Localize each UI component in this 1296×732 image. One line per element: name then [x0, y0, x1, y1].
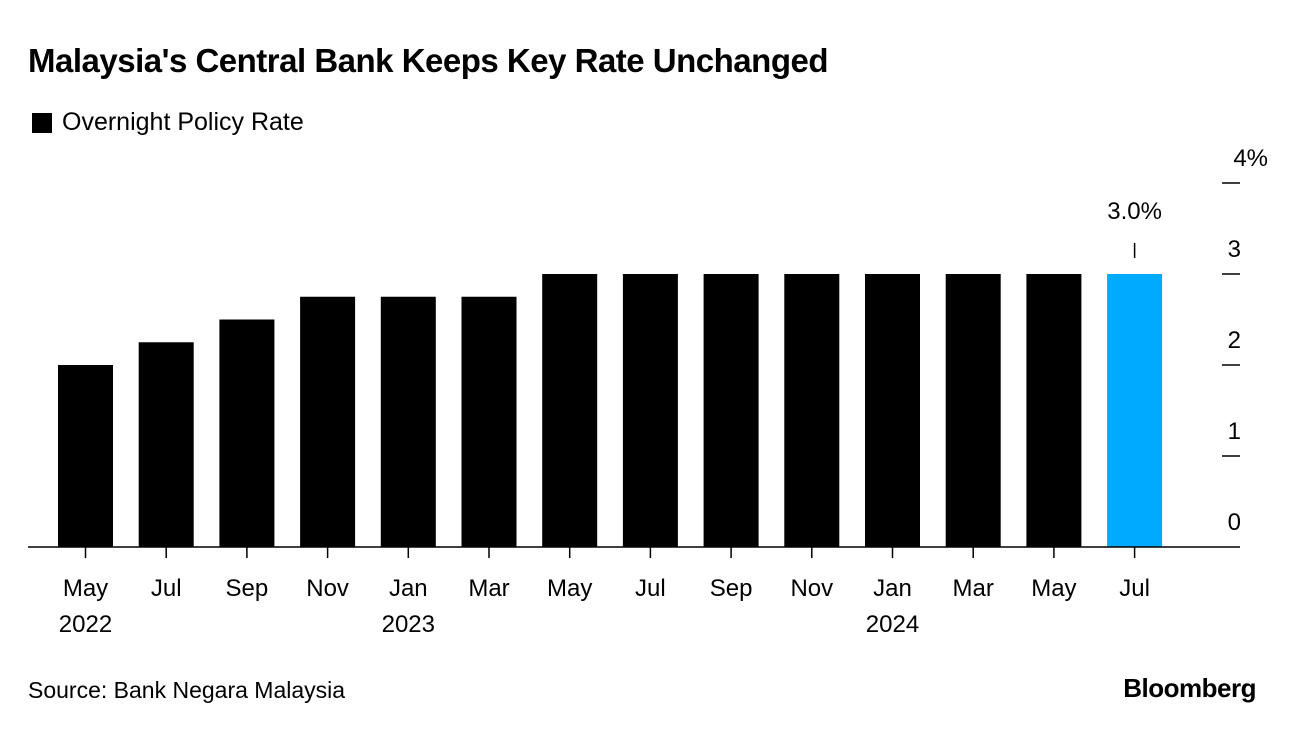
x-tick-label: Jan [389, 575, 428, 602]
x-year-label: 2022 [59, 611, 112, 638]
x-tick-label: Sep [226, 575, 269, 602]
x-tick-label: Sep [710, 575, 753, 602]
chart-title: Malaysia's Central Bank Keeps Key Rate U… [28, 42, 829, 79]
x-tick-label: Jul [1119, 575, 1150, 602]
bar [138, 342, 194, 547]
x-tick-label: Jul [151, 575, 182, 602]
legend: Overnight Policy Rate [32, 108, 304, 137]
bar [865, 274, 920, 547]
source-note: Source: Bank Negara Malaysia [28, 677, 346, 703]
bar [1026, 274, 1082, 547]
legend-swatch [32, 112, 52, 133]
bar [219, 319, 275, 547]
bar [542, 274, 598, 547]
bar [703, 274, 759, 547]
annotation-label: 3.0% [1107, 198, 1162, 225]
x-year-label: 2024 [866, 611, 919, 638]
bar [380, 296, 436, 547]
y-tick-label: 3 [1228, 236, 1241, 263]
legend-label: Overnight Policy Rate [62, 108, 304, 136]
y-tick-label: 4% [1233, 145, 1268, 172]
y-tick-label: 1 [1228, 418, 1241, 445]
x-year-label: 2023 [382, 611, 435, 638]
bloomberg-logo: Bloomberg [1123, 673, 1256, 703]
x-tick-label: Jul [635, 575, 666, 602]
y-tick-label: 0 [1228, 509, 1241, 536]
x-tick-label: Nov [306, 575, 349, 602]
bar [1107, 274, 1163, 547]
x-tick-label: May [1031, 575, 1076, 602]
x-tick-label: Mar [953, 575, 994, 602]
bar [58, 365, 113, 547]
bar [622, 274, 678, 547]
bar [784, 274, 840, 547]
x-tick-label: Nov [790, 575, 833, 602]
bar [300, 296, 356, 547]
x-tick-label: Jan [873, 575, 912, 602]
x-tick-label: Mar [468, 575, 509, 602]
x-tick-label: May [63, 575, 108, 602]
bar [945, 274, 1001, 547]
x-tick-label: May [547, 575, 592, 602]
bar [461, 296, 517, 547]
y-tick-label: 2 [1228, 327, 1241, 354]
